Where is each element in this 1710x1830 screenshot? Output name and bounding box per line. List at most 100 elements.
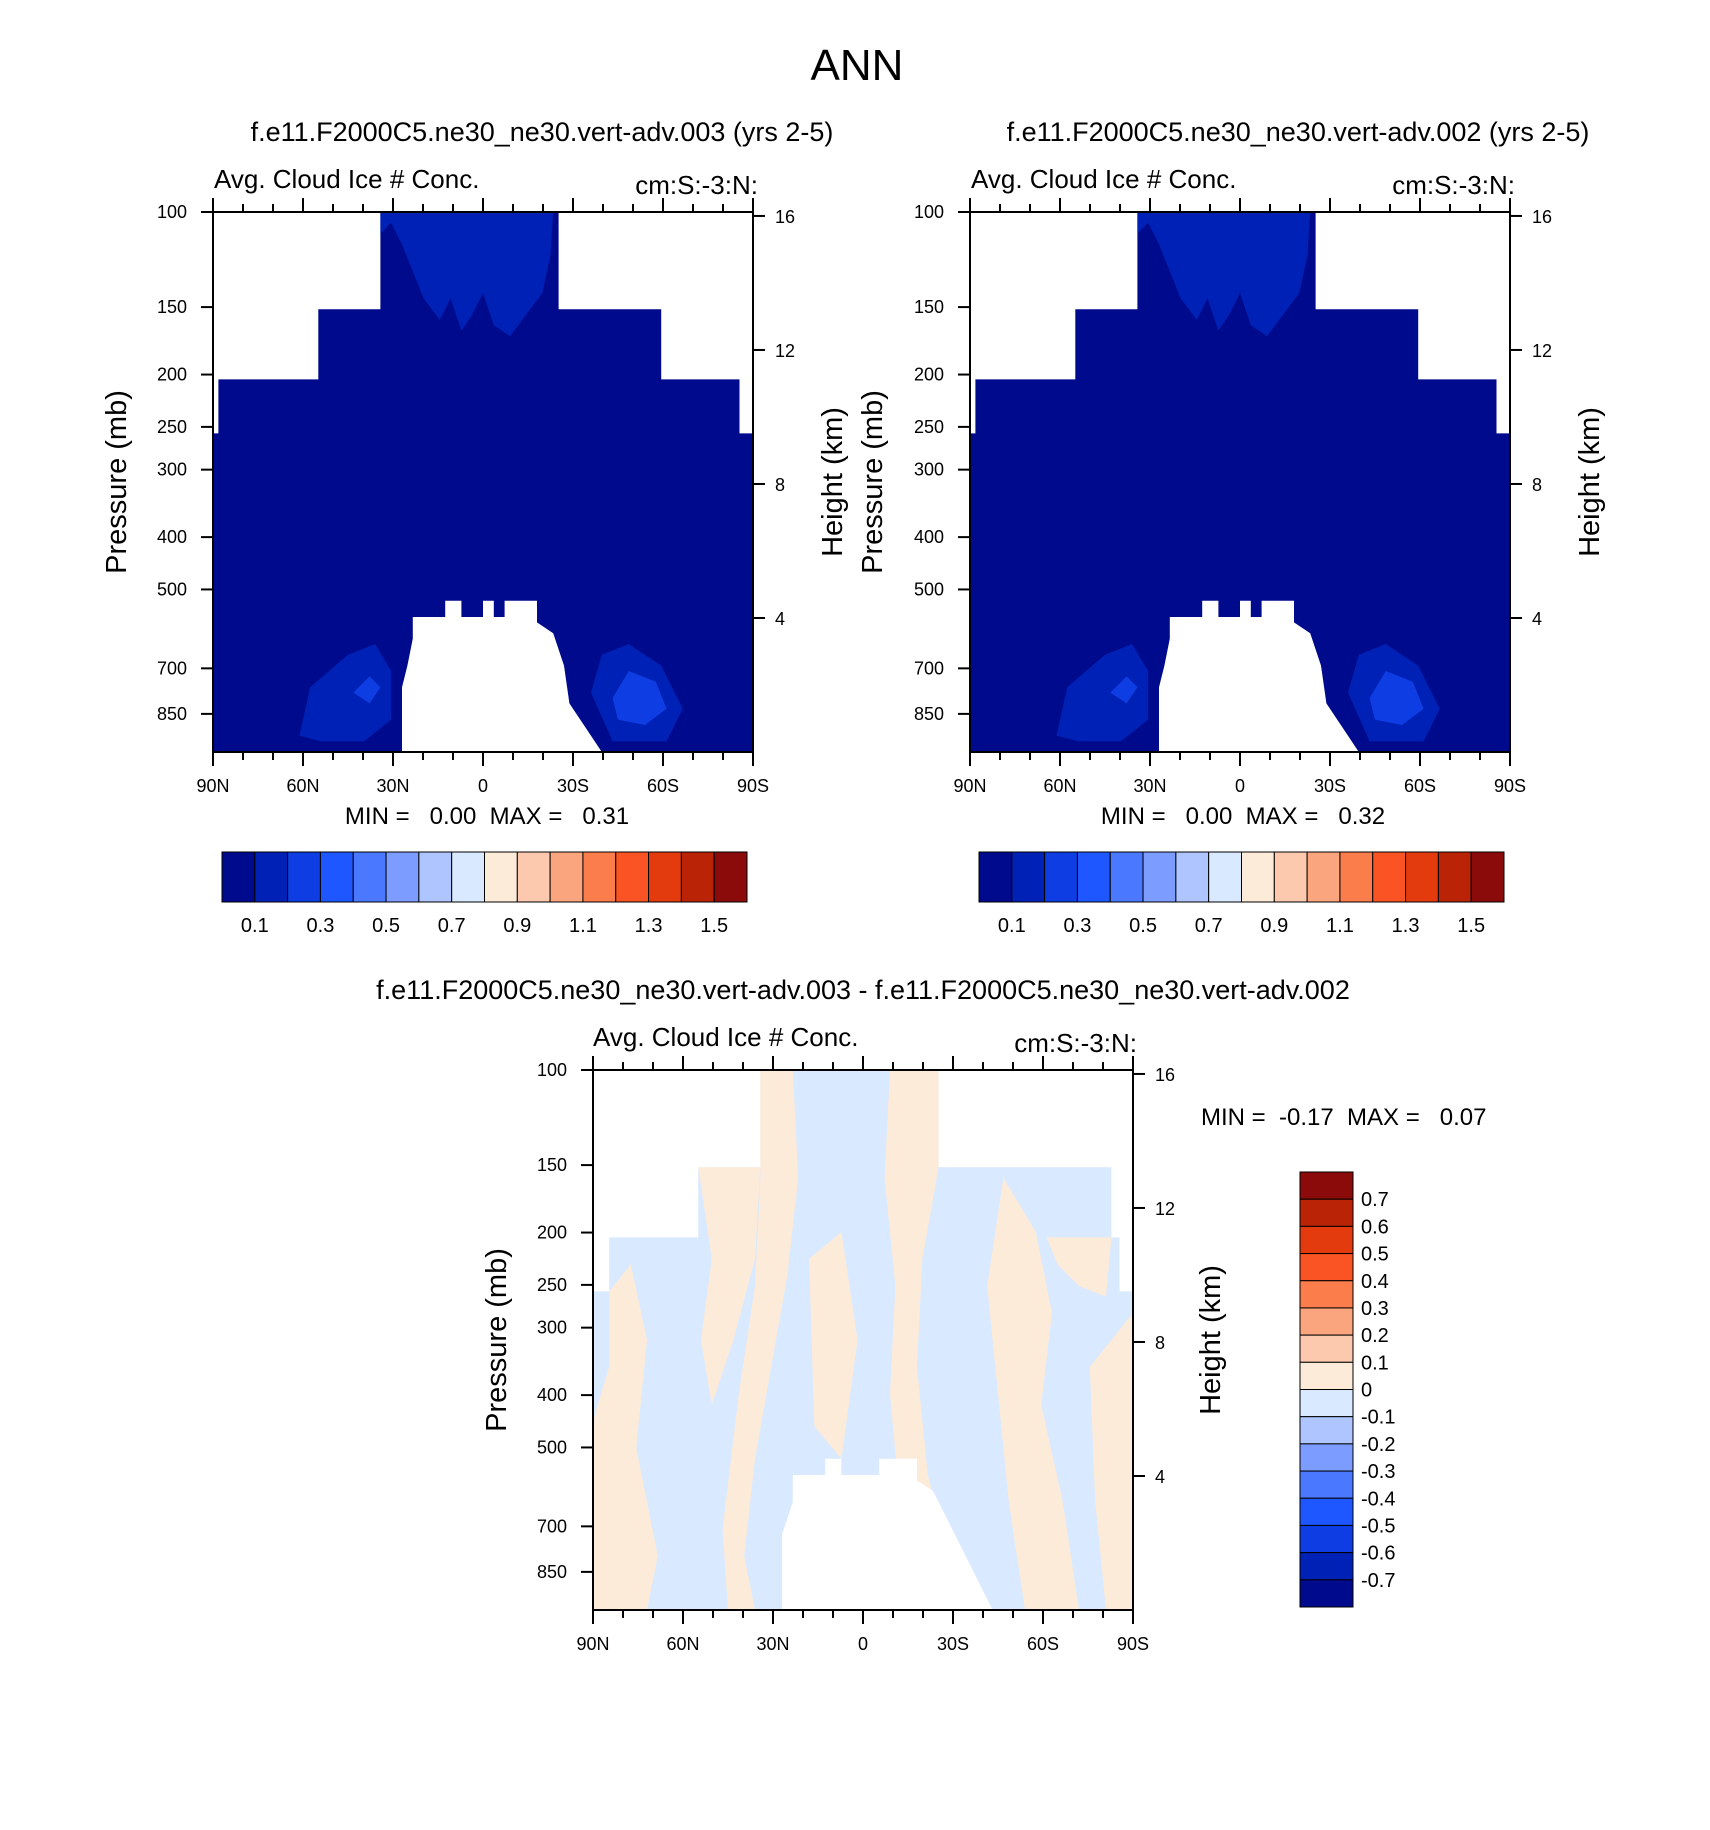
x-tick-label: 30S (557, 776, 589, 796)
colorbar-swatch (1299, 1579, 1354, 1608)
colorbar-label: 0 (1361, 1380, 1372, 1402)
colorbar-swatch (1142, 851, 1177, 903)
x-axis: 90N 60N 30N 0 30S 60S 90S (576, 1056, 1149, 1654)
field-region-upper-ice (1137, 212, 1311, 337)
y2-tick-label: 4 (1532, 609, 1542, 629)
field-missing-region (782, 1458, 993, 1610)
colorbar-swatch (1299, 1361, 1354, 1390)
units-label: cm:S:-3:N: (1392, 170, 1515, 200)
field-region-sh-core (612, 671, 667, 725)
colorbar-swatch (1299, 1253, 1354, 1282)
colorbar-swatch (1299, 1334, 1354, 1363)
diff-positive-region (593, 1264, 658, 1610)
colorbar-swatch (549, 851, 584, 903)
colorbar-label: 0.7 (1361, 1189, 1389, 1211)
y-tick-label: 200 (537, 1223, 567, 1243)
diff-positive-region (1046, 1237, 1112, 1297)
colorbar-label: -0.4 (1361, 1488, 1395, 1510)
colorbar-swatch (484, 851, 518, 903)
y-tick-label: 850 (537, 1562, 567, 1582)
y2-axis-label: Height (km) (1195, 1265, 1227, 1415)
y2-axis-label: Height (km) (817, 407, 849, 557)
diff-positive-region (722, 1070, 799, 1610)
y-axis: 100 150 200 250 300 400 500 700 850 (537, 1060, 593, 1582)
colorbar-label: 0.7 (1195, 915, 1223, 937)
colorbar-swatch (978, 851, 1013, 903)
colorbar-swatch (1273, 851, 1308, 903)
colorbar-label: 0.1 (1361, 1352, 1389, 1374)
y-tick-label: 500 (157, 579, 187, 599)
x-tick-label: 60N (1043, 776, 1076, 796)
field-region-lowest (213, 212, 753, 752)
panel-case-003: f.e11.F2000C5.ne30_ne30.vert-adv.003 (yr… (101, 117, 849, 937)
colorbar: 0.1 0.3 0.5 0.7 0.9 1.1 1.3 1.5 (978, 851, 1505, 937)
field-region-nh-maximum (1056, 644, 1149, 742)
diff-positive-region (987, 1178, 1079, 1610)
y-tick-label: 250 (914, 417, 944, 437)
field-region-lowest (970, 212, 1510, 752)
x-tick-label: 90S (737, 776, 769, 796)
y-tick-label: 250 (537, 1275, 567, 1295)
x-tick-label: 30N (1133, 776, 1166, 796)
panel-difference: Avg. Cloud Ice # Conc. cm:S:-3:N: 90N 60N… (481, 1022, 1486, 1654)
colorbar-label: 0.5 (1129, 915, 1157, 937)
colorbar-label: 0.5 (372, 915, 400, 937)
colorbar-swatch (1339, 851, 1374, 903)
x-tick-label: 60N (666, 1634, 699, 1654)
diff-positive-region (1089, 1313, 1133, 1610)
y2-axis-label: Height (km) (1574, 407, 1606, 557)
colorbar-swatch (648, 851, 682, 903)
x-tick-label: 0 (478, 776, 488, 796)
colorbar-swatch (615, 851, 650, 903)
y2-tick-label: 16 (1532, 207, 1552, 227)
plot-field (970, 212, 1510, 752)
y-tick-label: 150 (914, 297, 944, 317)
x-tick-label: 90N (576, 1634, 609, 1654)
colorbar-label: 0.3 (1361, 1298, 1389, 1320)
colorbar-label: 0.1 (241, 915, 269, 937)
y-tick-label: 700 (537, 1516, 567, 1536)
colorbar-swatch (254, 851, 289, 903)
colorbar-swatch (1299, 1389, 1354, 1418)
colorbar-swatch (1299, 1497, 1354, 1526)
x-axis: 90N 60N 30N 0 30S 60S 90S (196, 198, 769, 796)
colorbar-swatch (1241, 851, 1275, 903)
y-tick-label: 400 (914, 527, 944, 547)
x-tick-label: 30S (937, 1634, 969, 1654)
y2-axis: 16 12 8 4 (753, 207, 795, 629)
y-tick-label: 300 (157, 460, 187, 480)
colorbar-swatch (680, 851, 715, 903)
units-label: cm:S:-3:N: (1014, 1028, 1137, 1058)
colorbar-swatch (1299, 1225, 1354, 1255)
plot-field (213, 212, 753, 752)
colorbar-label: 1.3 (1392, 915, 1420, 937)
x-tick-label: 30N (756, 1634, 789, 1654)
y-axis: 100 150 200 250 300 400 500 700 850 (914, 202, 970, 724)
field-region-upper-ice (380, 212, 554, 337)
colorbar-label: 0.7 (438, 915, 466, 937)
y-tick-label: 100 (914, 202, 944, 222)
colorbar-label: -0.1 (1361, 1407, 1395, 1429)
colorbar-swatch (1299, 1171, 1354, 1200)
x-tick-label: 30S (1314, 776, 1346, 796)
colorbar-swatch (1299, 1416, 1354, 1445)
colorbar-swatch (1076, 851, 1111, 903)
y2-tick-label: 8 (1155, 1333, 1165, 1353)
colorbar-swatch (1175, 851, 1210, 903)
colorbar-label: -0.6 (1361, 1543, 1395, 1565)
colorbar: 0.1 0.3 0.5 0.7 0.9 1.1 1.3 1.5 (221, 851, 748, 937)
x-tick-label: 0 (858, 1634, 868, 1654)
min-max-label: MIN = 0.00 MAX = 0.32 (1101, 803, 1385, 830)
colorbar-label: 0.9 (1260, 915, 1288, 937)
y-axis-label: Pressure (mb) (481, 1248, 513, 1432)
colorbar-swatch (1299, 1198, 1354, 1227)
colorbar-swatch (1109, 851, 1144, 903)
colorbar-swatch (1405, 851, 1439, 903)
difference-title: f.e11.F2000C5.ne30_ne30.vert-adv.003 - f… (376, 975, 1350, 1005)
colorbar: 0.7 0.6 0.5 0.4 0.3 0.2 0.1 0 -0.1 -0.2 -0.3 -0.4 -0… (1299, 1171, 1395, 1608)
y2-axis: 16 12 8 4 (1510, 207, 1552, 629)
colorbar-label: -0.7 (1361, 1570, 1395, 1592)
diff-positive-region (809, 1232, 858, 1459)
colorbar-swatch (1011, 851, 1046, 903)
min-max-label: MIN = 0.00 MAX = 0.31 (345, 803, 629, 830)
